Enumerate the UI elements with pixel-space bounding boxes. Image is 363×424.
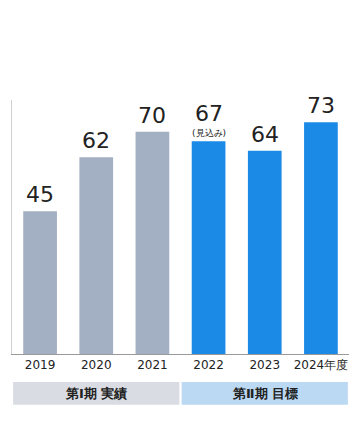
svg-text:45: 45 bbox=[26, 182, 54, 207]
svg-text:2024年度: 2024年度 bbox=[294, 358, 349, 372]
svg-text:第Ⅰ期 実績: 第Ⅰ期 実績 bbox=[65, 386, 127, 401]
svg-text:2019: 2019 bbox=[25, 358, 56, 372]
svg-text:(見込み): (見込み) bbox=[192, 128, 226, 138]
svg-text:70: 70 bbox=[138, 103, 166, 128]
svg-text:2021: 2021 bbox=[137, 358, 168, 372]
svg-text:第Ⅱ期 目標: 第Ⅱ期 目標 bbox=[232, 386, 298, 401]
svg-text:67: 67 bbox=[195, 101, 223, 126]
svg-text:2022: 2022 bbox=[193, 358, 224, 372]
svg-text:2023: 2023 bbox=[249, 358, 280, 372]
svg-text:62: 62 bbox=[82, 128, 110, 153]
svg-text:64: 64 bbox=[251, 122, 279, 147]
svg-text:2020: 2020 bbox=[81, 358, 112, 372]
svg-text:73: 73 bbox=[307, 93, 335, 118]
